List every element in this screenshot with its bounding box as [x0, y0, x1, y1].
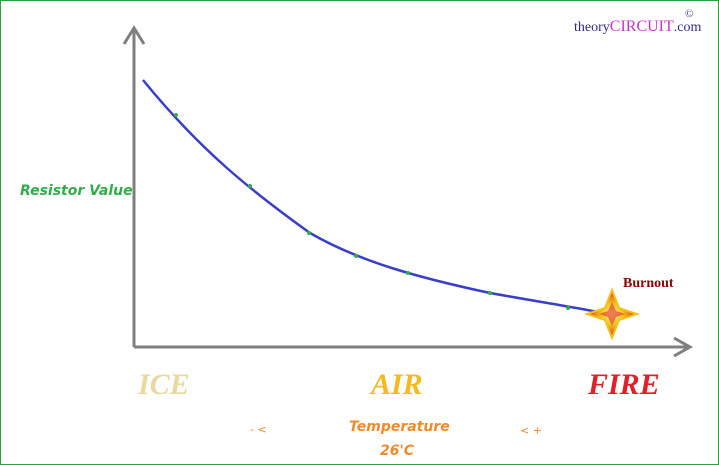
y-axis-label: Resistor Value — [20, 183, 133, 199]
burnout-label: Burnout — [623, 276, 674, 291]
zone-fire: FIRE — [587, 368, 660, 401]
curve-marker — [566, 306, 570, 310]
zone-air: AIR — [369, 368, 423, 401]
x-axis-label: Temperature — [349, 419, 450, 435]
curve-marker — [248, 184, 252, 188]
curve-marker — [406, 271, 410, 275]
watermark-brand: CIRCUIT — [610, 18, 674, 35]
curve-marker — [354, 254, 358, 258]
watermark-suffix: .com — [674, 20, 702, 35]
axes — [122, 25, 694, 358]
direction-plus: < + — [520, 424, 542, 437]
resistance-curve — [142, 79, 609, 316]
burnout-star-icon — [583, 287, 641, 341]
zone-ice: ICE — [137, 368, 190, 401]
curve-marker — [174, 113, 178, 117]
watermark-prefix: theory — [574, 20, 610, 35]
x-axis-arrowhead — [673, 336, 694, 358]
temperature-value: 26'C — [380, 443, 415, 459]
copyright-mark: © — [685, 8, 693, 20]
site-watermark: theoryCIRCUIT.com — [574, 18, 701, 35]
curve-marker — [307, 231, 311, 235]
curve-markers — [174, 113, 570, 310]
direction-minus: - < — [250, 423, 267, 436]
y-axis-arrowhead — [122, 25, 146, 45]
curve-marker — [488, 291, 492, 295]
